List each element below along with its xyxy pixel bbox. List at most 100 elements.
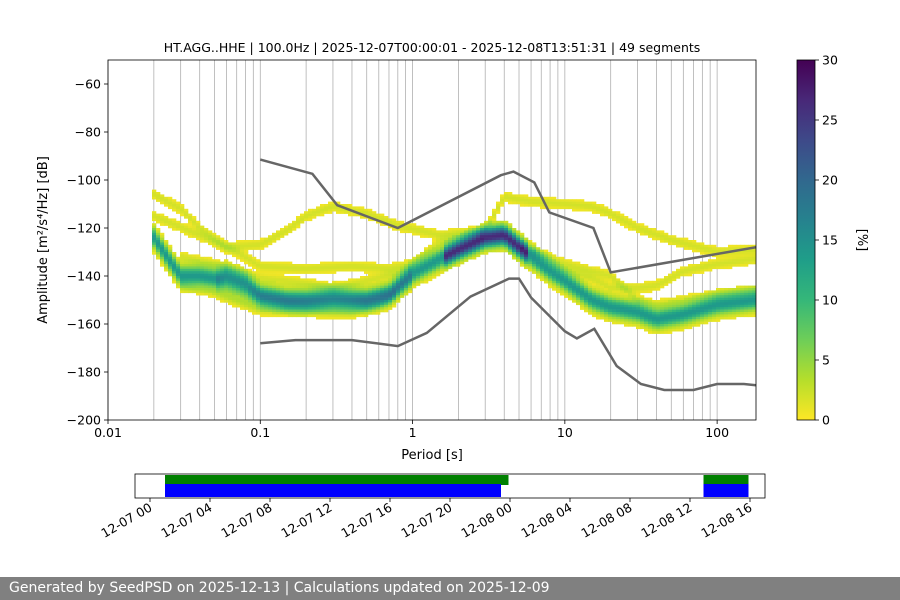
timeline-tick-label: 12-07 16 xyxy=(338,500,394,541)
heatmap-cell xyxy=(548,201,553,205)
heatmap-cell xyxy=(604,280,609,284)
x-axis-label: Period [s] xyxy=(401,448,463,463)
heatmap-cell xyxy=(312,292,317,296)
heatmap-cell xyxy=(180,204,185,207)
heatmap-cell xyxy=(668,328,673,332)
heatmap-cell xyxy=(624,321,629,325)
heatmap-cell xyxy=(616,218,621,222)
heatmap-cell xyxy=(156,240,161,243)
heatmap-cell xyxy=(272,283,277,286)
heatmap-cell xyxy=(260,242,265,246)
heatmap-cell xyxy=(248,304,253,308)
heatmap-cell xyxy=(592,201,597,205)
heatmap-cell xyxy=(152,244,157,248)
heatmap-cell xyxy=(656,288,661,291)
heatmap-cell xyxy=(572,199,577,202)
heatmap-cell xyxy=(268,283,273,286)
heatmap-cell xyxy=(704,295,709,298)
heatmap-cell xyxy=(448,230,453,234)
heatmap-cell xyxy=(276,309,281,313)
heatmap-cell xyxy=(404,228,409,231)
heatmap-cell xyxy=(200,285,205,289)
heatmap-cell xyxy=(620,304,625,308)
heatmap-cell xyxy=(384,271,389,274)
heatmap-cell xyxy=(616,288,621,291)
heatmap-cell xyxy=(288,288,293,291)
heatmap-cell xyxy=(268,266,273,270)
heatmap-cell xyxy=(208,266,213,270)
heatmap-cell xyxy=(188,213,193,217)
heatmap-cell xyxy=(328,283,333,286)
data-coverage-bar xyxy=(165,484,501,497)
heatmap-cell xyxy=(340,283,345,286)
heatmap-cell xyxy=(608,319,613,322)
timeline-tick-label: 12-07 12 xyxy=(278,500,334,541)
heatmap-cell xyxy=(272,312,277,315)
heatmap-cell xyxy=(196,223,201,226)
heatmap-cell xyxy=(680,316,685,320)
heatmap-cell xyxy=(596,309,601,313)
heatmap-cell xyxy=(612,280,617,284)
heatmap-cell xyxy=(292,223,297,226)
heatmap-cell xyxy=(172,225,177,229)
heatmap-cell xyxy=(396,290,401,294)
heatmap-cell xyxy=(252,295,257,298)
heatmap-cell xyxy=(356,292,361,296)
heatmap-cell xyxy=(628,304,633,308)
heatmap-cell xyxy=(724,302,729,306)
heatmap-cell xyxy=(344,208,349,212)
heatmap-cell xyxy=(752,252,756,255)
heatmap-cell xyxy=(392,283,397,286)
heatmap-cell xyxy=(356,314,361,318)
heatmap-cell xyxy=(620,314,625,318)
heatmap-cell xyxy=(360,304,365,308)
heatmap-cell xyxy=(492,232,497,236)
heatmap-cell xyxy=(508,232,513,236)
heatmap-cell xyxy=(292,228,297,231)
heatmap-cell xyxy=(328,314,333,318)
heatmap-cell xyxy=(216,292,221,296)
heatmap-cell xyxy=(540,261,545,265)
heatmap-cell xyxy=(504,237,509,241)
heatmap-cell xyxy=(648,314,653,318)
heatmap-cell xyxy=(652,302,657,306)
heatmap-cell xyxy=(536,196,541,200)
heatmap-cell xyxy=(376,290,381,294)
heatmap-cell xyxy=(216,242,221,246)
heatmap-cell xyxy=(636,302,641,306)
heatmap-cell xyxy=(224,247,229,250)
timeline-tick-label: 12-07 00 xyxy=(98,500,154,541)
heatmap-cell xyxy=(212,264,217,267)
heatmap-cell xyxy=(488,247,493,250)
heatmap-cell xyxy=(716,290,721,294)
heatmap-cell xyxy=(532,256,537,260)
heatmap-cell xyxy=(704,266,709,270)
heatmap-cell xyxy=(536,273,541,277)
heatmap-cell xyxy=(260,237,265,241)
heatmap-cell xyxy=(632,288,637,291)
heatmap-cell xyxy=(572,204,577,207)
heatmap-cell xyxy=(320,264,325,267)
heatmap-cell xyxy=(468,247,473,250)
heatmap-cell xyxy=(656,314,661,318)
heatmap-cell xyxy=(152,194,157,198)
heatmap-cell xyxy=(356,309,361,313)
heatmap-cell xyxy=(712,290,717,294)
heatmap-cell xyxy=(208,271,213,274)
heatmap-cell xyxy=(572,208,577,212)
heatmap-cell xyxy=(236,249,241,253)
heatmap-cell xyxy=(248,297,253,301)
heatmap-cell xyxy=(308,288,313,291)
heatmap-cell xyxy=(588,208,593,212)
heatmap-cell xyxy=(380,266,385,270)
heatmap-cell xyxy=(160,252,165,255)
heatmap-cell xyxy=(488,218,493,222)
heatmap-cell xyxy=(200,271,205,274)
heatmap-cell xyxy=(416,273,421,277)
heatmap-cell xyxy=(736,300,741,303)
heatmap-cell xyxy=(192,220,197,224)
heatmap-cell xyxy=(192,228,197,231)
heatmap-cell xyxy=(264,300,269,303)
heatmap-cell xyxy=(344,297,349,301)
heatmap-cell xyxy=(388,276,393,279)
